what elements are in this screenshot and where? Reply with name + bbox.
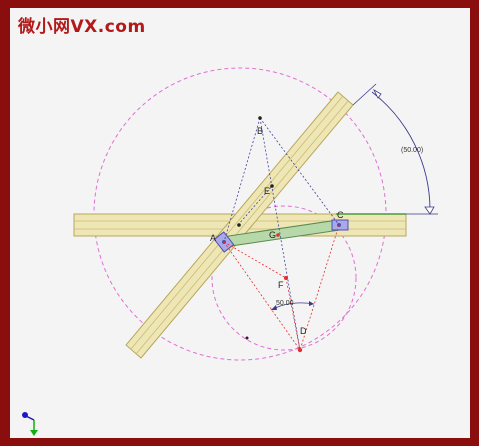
- angle-dimension-label[interactable]: (50.00): [401, 147, 423, 154]
- point-d-marker[interactable]: [297, 347, 303, 353]
- point-f-label: F: [278, 280, 284, 290]
- coordinate-triad-icon: [22, 412, 38, 436]
- sketch-canvas[interactable]: (50.00) 50.00 B E C A G F D: [10, 8, 470, 438]
- angle-dimension[interactable]: [352, 83, 438, 215]
- point-a-label: A: [210, 233, 216, 243]
- point-b-marker[interactable]: [258, 116, 262, 120]
- construction-lines-blue: [223, 117, 340, 351]
- origin-dot: [237, 223, 241, 227]
- watermark-logo: 微小网VX.com: [18, 17, 146, 37]
- length-dimension-label[interactable]: 50.00: [276, 300, 294, 307]
- point-f-marker[interactable]: [284, 276, 288, 280]
- point-c-label: C: [337, 210, 344, 220]
- point-e-marker[interactable]: [270, 184, 274, 188]
- construction-lines-red: [223, 224, 340, 351]
- length-dimension[interactable]: [270, 301, 315, 311]
- small-construction-circle: [211, 205, 357, 351]
- point-d-label: D: [300, 326, 307, 336]
- point-e-label: E: [264, 186, 270, 196]
- point-g-marker[interactable]: [276, 233, 280, 237]
- point-g-label: G: [269, 230, 276, 240]
- cad-viewport[interactable]: (50.00) 50.00 B E C A G F D: [10, 8, 470, 438]
- misc-dot: [245, 336, 249, 340]
- point-b-label: B: [257, 126, 263, 136]
